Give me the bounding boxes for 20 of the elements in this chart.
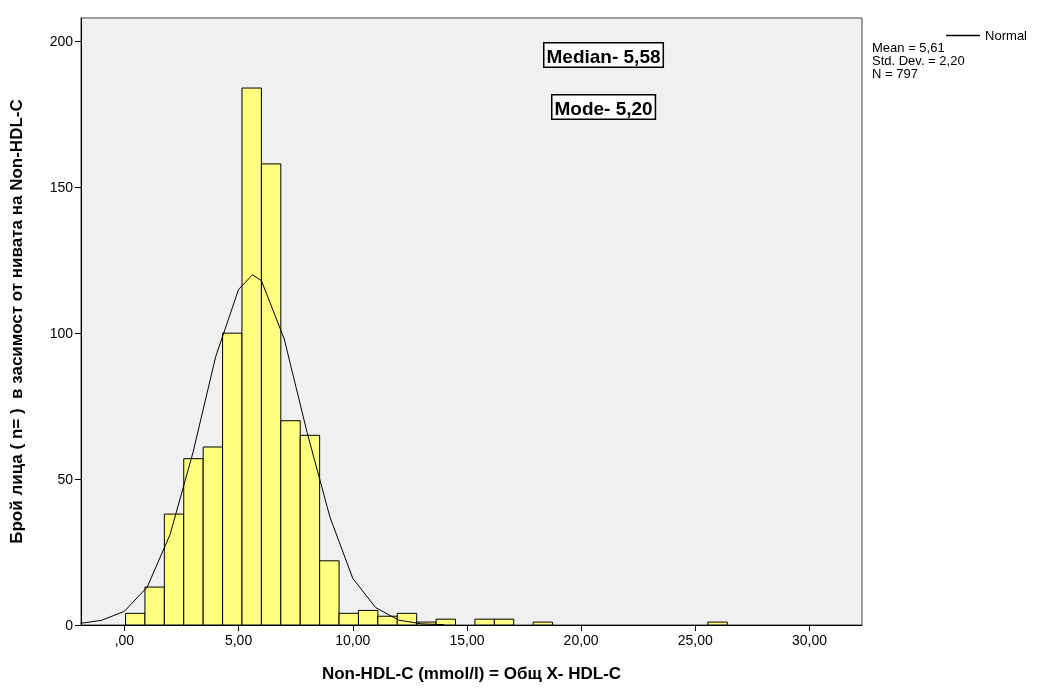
legend-label: Normal [985,28,1028,43]
y-tick-label: 200 [49,33,74,50]
annotation: Median- 5,58 [546,45,661,67]
y-tick-label: 0 [65,617,74,633]
x-tick-label: ,00 [114,632,135,648]
x-tick-label: 5,00 [224,632,253,648]
y-tick-label: 150 [49,179,74,196]
x-tick-label: 25,00 [677,632,714,648]
y-tick-label: 100 [49,325,74,342]
x-tick-label: 20,00 [563,632,599,648]
y-tick-label: 50 [57,471,74,488]
x-tick-label: 30,00 [791,632,828,648]
x-axis-title: Non-HDL-C (mmol/l) = Общ X- HDL-C [321,664,622,683]
x-tick-label: 10,00 [335,632,371,648]
text: Mean = 5,61 [872,40,945,55]
y-axis-title: Брой лица ( n= ) в засимост от нивата на Non-HDL-C [7,99,26,544]
text: Std. Dev. = 2,20 [872,53,965,68]
text: N = 797 [872,66,918,81]
x-tick-label: 15,00 [449,632,485,648]
annotation: Mode- 5,20 [554,97,653,119]
